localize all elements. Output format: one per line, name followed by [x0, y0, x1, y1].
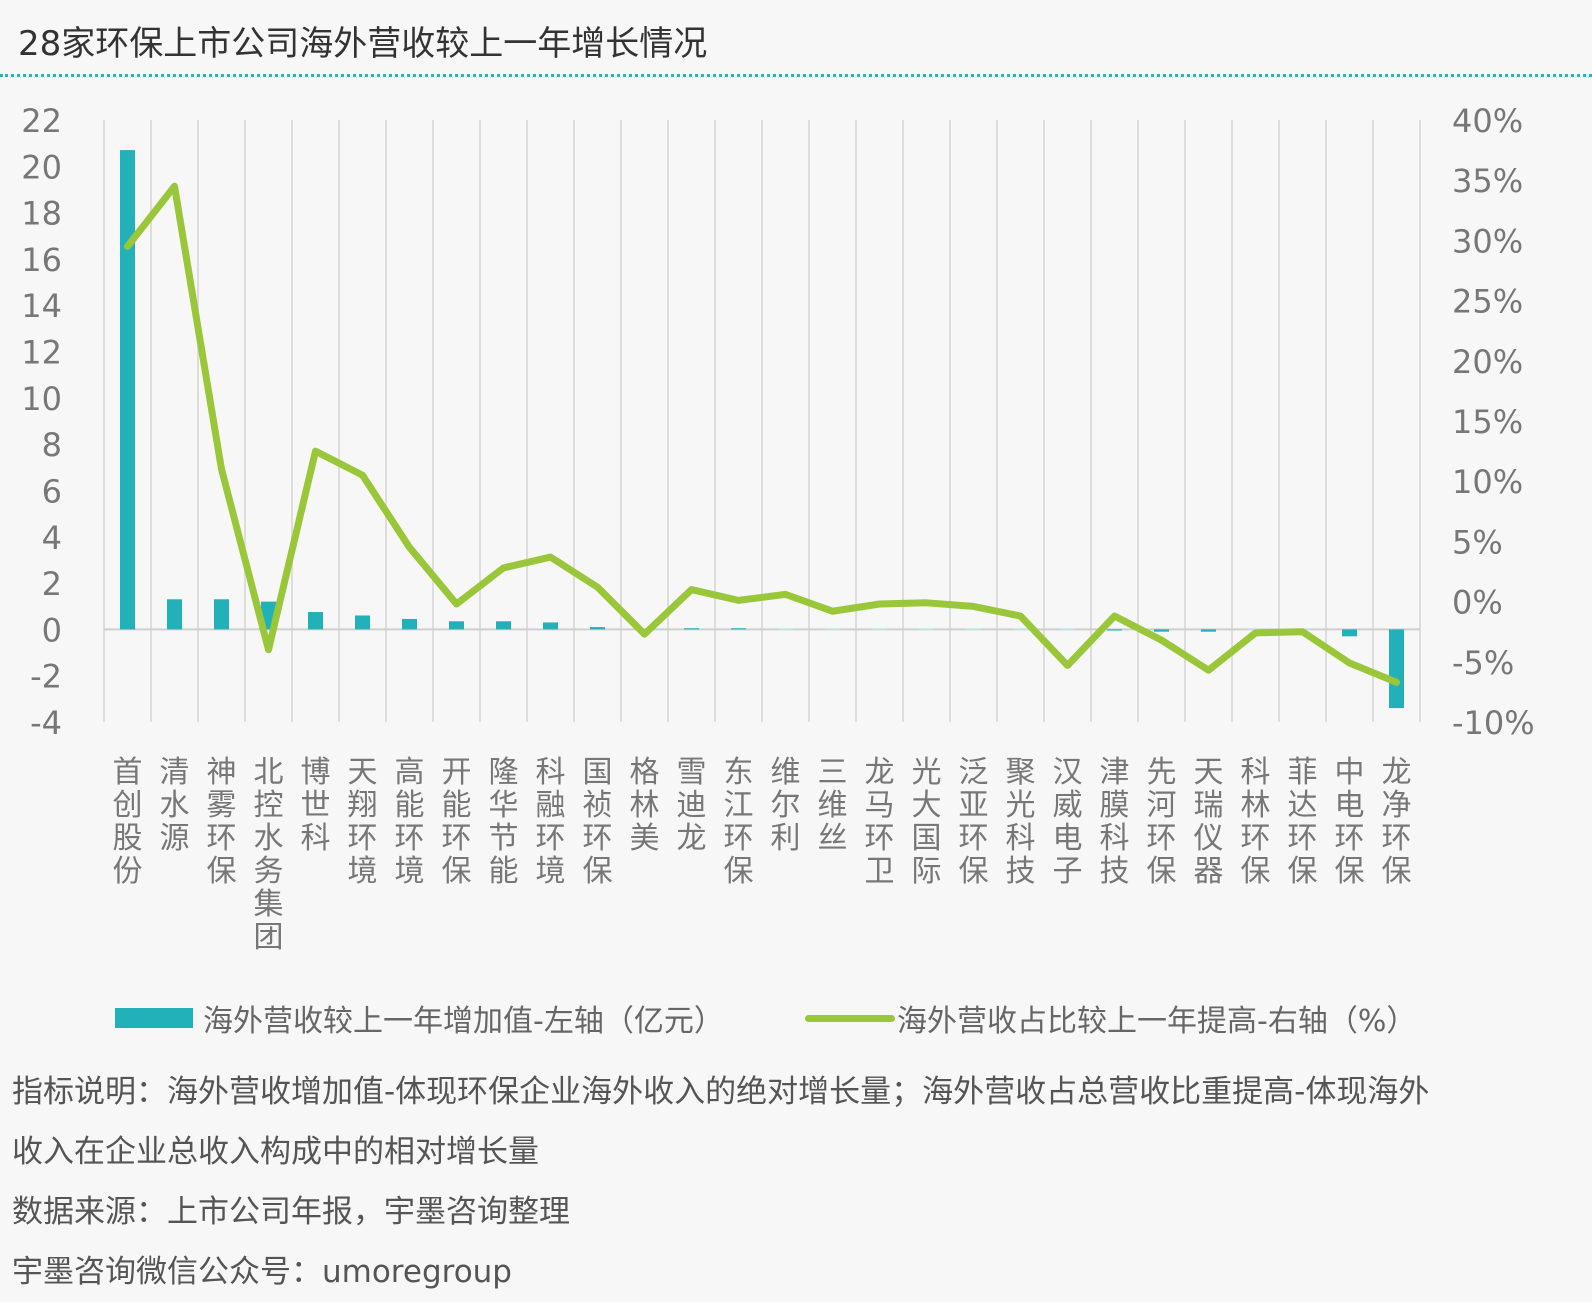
- left-tick-label: 2: [42, 565, 62, 603]
- bar-12: [684, 628, 699, 629]
- bar-7: [449, 621, 464, 629]
- bar-4: [308, 612, 323, 629]
- right-tick-label: 20%: [1452, 343, 1523, 381]
- bar-13: [731, 628, 746, 629]
- right-tick-label: 15%: [1452, 403, 1523, 441]
- category-label-25: 菲达环保: [1288, 755, 1318, 889]
- left-tick-label: 20: [21, 148, 62, 186]
- bar-19: [1013, 628, 1028, 630]
- note-indicator-1: 指标说明：海外营收增加值-体现环保企业海外收入的绝对增长量；海外营收占总营收比重…: [12, 1062, 1582, 1122]
- note-source: 数据来源：上市公司年报，宇墨咨询整理: [12, 1182, 1582, 1242]
- right-tick-label: 35%: [1452, 162, 1523, 200]
- category-label-26: 中电环保: [1335, 755, 1365, 889]
- right-axis-ticks: 40% 35% 30% 25% 20% 15% 10% 5% 0% -5% -10%: [1452, 102, 1535, 742]
- bar-26: [1342, 629, 1357, 636]
- right-tick-label: 40%: [1452, 102, 1523, 140]
- legend-item-bar: 海外营收较上一年增加值-左轴（亿元）: [115, 996, 724, 1040]
- category-label-0: 首创股份: [113, 755, 143, 889]
- category-label-3: 北控水务集团: [254, 755, 284, 955]
- legend-label-line: 海外营收占比较上一年提高-右轴（%）: [897, 996, 1416, 1040]
- bar-15: [825, 628, 840, 630]
- category-label-5: 天翔环境: [348, 755, 378, 889]
- bar-23: [1201, 629, 1216, 631]
- category-label-18: 泛亚环保: [959, 755, 989, 889]
- category-label-23: 天瑞仪器: [1194, 755, 1224, 889]
- category-label-9: 科融环境: [536, 755, 566, 889]
- bar-1: [167, 599, 182, 629]
- category-label-13: 东江环保: [724, 755, 754, 889]
- category-label-20: 汉威电子: [1053, 755, 1083, 889]
- right-tick-label: -10%: [1452, 704, 1535, 742]
- right-tick-label: 30%: [1452, 222, 1523, 260]
- category-label-4: 博世科: [301, 755, 331, 856]
- left-tick-label: 10: [21, 380, 62, 418]
- bar-17: [919, 628, 934, 630]
- category-label-7: 开能环保: [442, 755, 472, 889]
- category-label-15: 三维丝: [818, 755, 848, 856]
- notes: 指标说明：海外营收增加值-体现环保企业海外收入的绝对增长量；海外营收占总营收比重…: [12, 1062, 1582, 1302]
- left-tick-label: -4: [30, 704, 62, 742]
- bar-5: [355, 615, 370, 629]
- bar-27: [1389, 629, 1404, 708]
- category-label-11: 格林美: [630, 755, 660, 856]
- bar-20: [1060, 628, 1075, 630]
- left-tick-label: 12: [21, 334, 62, 372]
- bar-14: [778, 628, 793, 630]
- bar-21: [1107, 629, 1122, 630]
- bar-18: [966, 628, 981, 630]
- category-label-1: 清水源: [160, 755, 190, 856]
- left-tick-label: 4: [42, 519, 62, 557]
- left-tick-label: 18: [21, 195, 62, 233]
- right-tick-label: 25%: [1452, 283, 1523, 321]
- legend: 海外营收较上一年增加值-左轴（亿元） 海外营收占比较上一年提高-右轴（%）: [115, 996, 1575, 1040]
- left-tick-label: 22: [21, 102, 62, 140]
- left-tick-label: 6: [42, 472, 62, 510]
- left-tick-label: 14: [21, 287, 62, 325]
- category-label-16: 龙马环卫: [865, 755, 895, 889]
- category-label-24: 科林环保: [1241, 755, 1271, 889]
- right-tick-label: 10%: [1452, 463, 1523, 501]
- category-labels: 首创股份清水源神雾环保北控水务集团博世科天翔环境高能环境开能环保隆华节能科融环境…: [113, 755, 1412, 955]
- bar-8: [496, 621, 511, 629]
- left-tick-label: 8: [42, 426, 62, 464]
- bar-2: [214, 599, 229, 629]
- category-label-22: 先河环保: [1147, 755, 1177, 889]
- category-label-27: 龙净环保: [1382, 755, 1412, 889]
- bar-10: [590, 627, 605, 629]
- bar-22: [1154, 629, 1169, 631]
- category-label-6: 高能环境: [395, 755, 425, 889]
- legend-swatch-bar: [115, 1008, 193, 1028]
- category-label-8: 隆华节能: [489, 755, 519, 889]
- right-tick-label: 0%: [1452, 584, 1503, 622]
- category-label-2: 神雾环保: [207, 755, 237, 889]
- category-label-19: 聚光科技: [1006, 755, 1036, 889]
- bar-9: [543, 622, 558, 629]
- bar-0: [120, 150, 135, 629]
- left-tick-label: 16: [21, 241, 62, 279]
- category-label-14: 维尔利: [771, 755, 801, 856]
- bar-16: [872, 628, 887, 630]
- category-label-17: 光大国际: [912, 755, 942, 889]
- right-tick-label: 5%: [1452, 523, 1503, 561]
- left-tick-label: -2: [30, 658, 62, 696]
- legend-swatch-line: [805, 1015, 895, 1022]
- left-tick-label: 0: [42, 611, 62, 649]
- note-wechat: 宇墨咨询微信公众号：umoregroup: [12, 1242, 1582, 1302]
- category-label-10: 国祯环保: [583, 755, 613, 889]
- right-tick-label: -5%: [1452, 644, 1514, 682]
- grid-lines: [104, 120, 1420, 722]
- note-indicator-2: 收入在企业总收入构成中的相对增长量: [12, 1122, 1582, 1182]
- category-label-21: 津膜科技: [1100, 755, 1130, 889]
- bar-6: [402, 619, 417, 629]
- category-label-12: 雪迪龙: [677, 755, 707, 856]
- legend-label-bar: 海外营收较上一年增加值-左轴（亿元）: [203, 996, 724, 1040]
- legend-item-line: 海外营收占比较上一年提高-右轴（%）: [805, 996, 1416, 1040]
